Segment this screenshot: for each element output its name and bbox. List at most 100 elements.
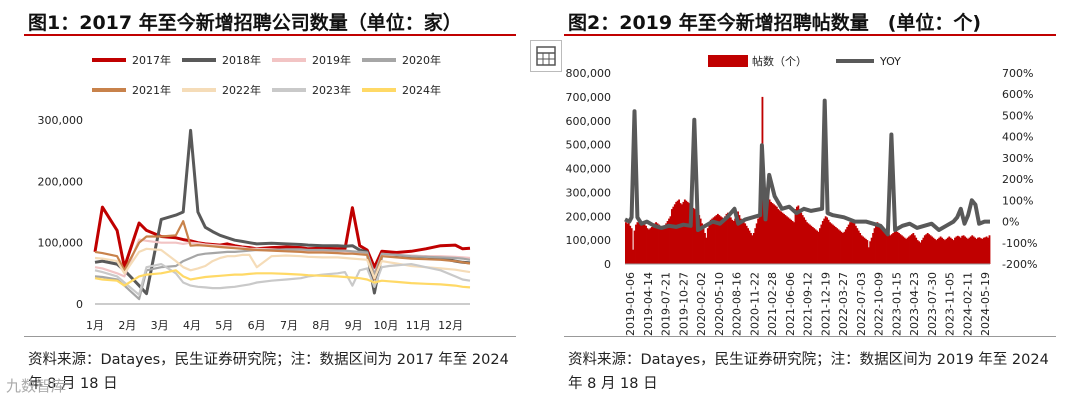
legend-swatch — [708, 55, 748, 67]
bar — [860, 235, 863, 264]
x-tick-label: 2021-02-28 — [766, 272, 779, 336]
bar — [767, 197, 770, 264]
x-tick-label: 2月 — [118, 319, 136, 332]
bar — [778, 210, 781, 264]
y-tick-label: 0 — [76, 298, 83, 311]
x-tick-label: 2021-09-12 — [802, 272, 815, 336]
bar — [732, 221, 735, 264]
bar — [853, 223, 856, 264]
table-icon[interactable] — [530, 40, 562, 72]
bar — [715, 215, 718, 264]
bar — [797, 205, 800, 264]
bar — [652, 225, 655, 264]
bar — [693, 209, 696, 264]
bar — [846, 227, 849, 264]
bar — [900, 235, 903, 264]
bar — [660, 227, 663, 264]
bar — [662, 228, 665, 264]
bar — [841, 233, 844, 264]
bar — [821, 221, 824, 264]
legend-label: 2018年 — [222, 53, 261, 67]
bar — [688, 203, 691, 264]
chart-panel-2: 图2：2019 年至今新增招聘帖数量 (单位：个) 0 100,000 200,00… — [540, 0, 1080, 405]
bar — [645, 225, 647, 264]
bar — [716, 213, 719, 264]
bar — [864, 238, 867, 264]
bar — [814, 229, 817, 264]
bar — [969, 236, 972, 264]
x-tick-label: 12月 — [438, 319, 463, 332]
bar — [852, 221, 854, 264]
bar — [985, 236, 988, 264]
y-right-tick-label: -100% — [1002, 237, 1037, 250]
bar — [704, 233, 706, 264]
bar — [962, 235, 965, 264]
bar — [784, 215, 787, 264]
y-left-tick-label: 400,000 — [566, 163, 612, 176]
bar — [683, 199, 686, 264]
bar — [737, 211, 739, 264]
bar — [781, 212, 784, 264]
bar — [646, 228, 649, 264]
series-line-2020年 — [94, 248, 471, 301]
bar — [910, 234, 913, 264]
chart2-source: 资料来源：Datayes，民生证券研究院；注：数据区间为 2019 年至 202… — [568, 352, 1049, 392]
bar — [728, 215, 731, 264]
bar — [798, 209, 801, 264]
bar — [708, 223, 711, 264]
bar — [635, 224, 637, 264]
bar — [918, 241, 920, 264]
bar — [898, 233, 900, 264]
bar — [722, 218, 725, 264]
bar — [706, 228, 709, 264]
bar — [813, 228, 816, 264]
bar — [659, 225, 662, 264]
bar — [804, 219, 807, 264]
bar — [653, 223, 656, 264]
bar — [673, 204, 676, 264]
bar — [952, 240, 955, 264]
bar — [961, 235, 964, 264]
bar — [682, 201, 685, 264]
y-left-tick-label: 700,000 — [566, 91, 612, 104]
bar — [946, 237, 949, 264]
bar — [859, 233, 862, 264]
bar — [738, 215, 741, 264]
x-tick-label: 2022-07-03 — [855, 272, 868, 336]
bar — [816, 230, 818, 264]
y-right-tick-label: 700% — [1002, 67, 1033, 80]
x-tick-label: 7月 — [280, 319, 298, 332]
x-tick-label: 3月 — [151, 319, 169, 332]
bar — [883, 230, 886, 264]
bar — [788, 218, 791, 264]
bar — [836, 228, 839, 264]
bar — [678, 199, 681, 264]
bar — [824, 216, 827, 265]
legend-label: 2023年 — [312, 83, 351, 97]
bar — [787, 217, 790, 264]
bar — [982, 237, 985, 264]
bar — [642, 223, 645, 264]
bar — [872, 233, 875, 264]
bar — [968, 237, 971, 264]
bar — [869, 241, 872, 264]
bar — [926, 233, 929, 264]
bar — [931, 236, 933, 264]
bar — [964, 236, 966, 264]
x-tick-label: 2023-04-23 — [908, 272, 921, 336]
series-line-2024年 — [94, 269, 471, 289]
y-right-tick-label: 0% — [1002, 216, 1019, 229]
bar — [699, 218, 702, 264]
x-tick-label: 2021-12-19 — [819, 272, 832, 336]
bar — [978, 237, 981, 264]
bar — [681, 204, 683, 264]
bar — [764, 187, 767, 264]
bar — [857, 230, 860, 264]
bar — [922, 237, 925, 264]
source-divider — [564, 336, 1056, 337]
bar — [876, 222, 879, 264]
bar — [948, 236, 951, 264]
bar — [984, 237, 987, 264]
chart1-plot: 0 100,000 200,000 300,000 1月 2月 3月 4月 5月 6月 7月 8月 9月… — [38, 53, 471, 332]
legend-label: 2020年 — [402, 53, 441, 67]
